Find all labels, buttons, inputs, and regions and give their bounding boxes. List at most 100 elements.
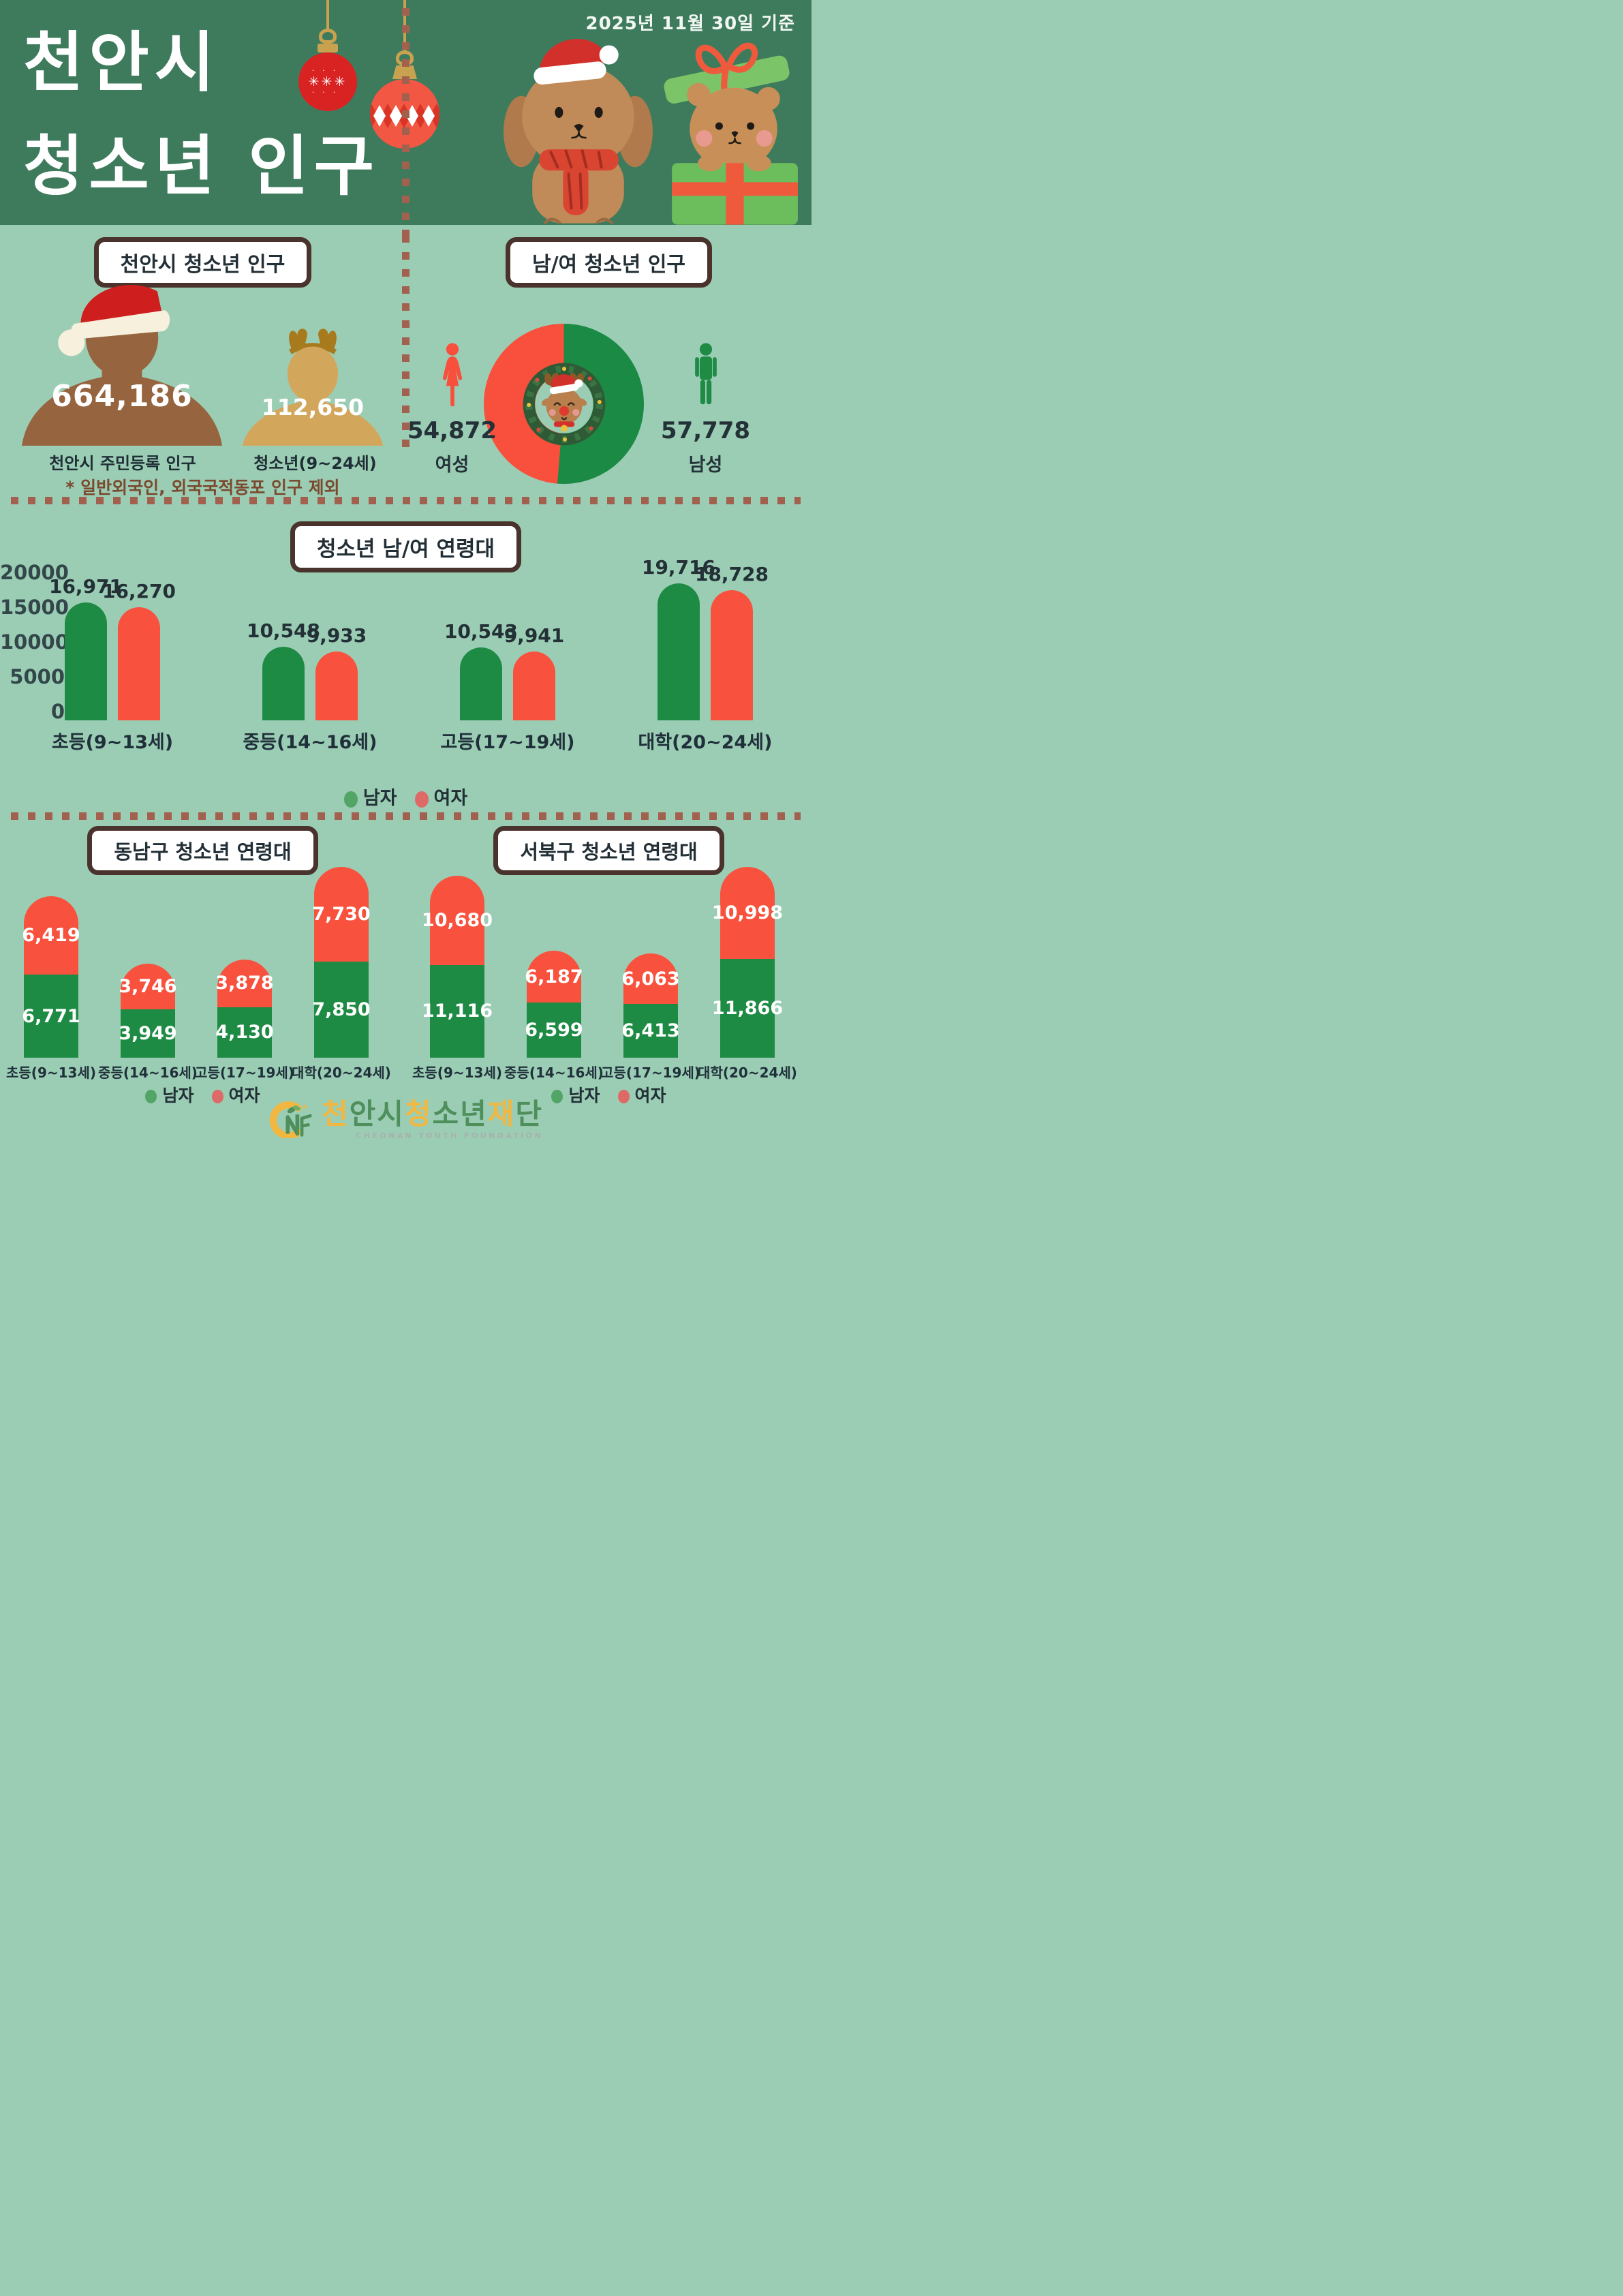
segment-female-3: 7,730 (312, 867, 371, 962)
bar-여자-1 (315, 651, 358, 720)
gender-pie-chart (484, 324, 644, 484)
segment-female-0: 6,419 (22, 896, 80, 975)
page-title-line2: 청소년 인구 (23, 128, 380, 204)
female-count: 54,872 (407, 417, 497, 444)
legend-item-male: 남자 (145, 1082, 194, 1107)
foundation-name: 천안시청소년재단 (322, 1099, 543, 1130)
female-legend-label: 여자 (634, 1086, 666, 1105)
bar-value-여자-0: 16,270 (102, 580, 176, 602)
male-legend-label: 남자 (162, 1086, 194, 1105)
segment-female-3: 10,998 (712, 867, 783, 959)
ornament-dots: ··· (311, 88, 344, 97)
segment-male-3: 11,866 (712, 958, 783, 1058)
gender-population-panel: 남/여 청소년 인구 (406, 225, 812, 501)
female-label: 여성 (435, 455, 469, 476)
stacked-bar-3: 7,730 7,850 (312, 867, 371, 1058)
legend-item-male: 남자 (343, 783, 397, 810)
total-population-label: 천안시 주민등록 인구 (49, 454, 196, 473)
segment-male-0: 6,771 (22, 975, 80, 1058)
person-silhouette-santa-icon (22, 285, 222, 446)
stacked-category-1: 중등(14~16세) (98, 1065, 198, 1081)
logo-segment-1: 안시 (349, 1097, 405, 1131)
stacked-bar-1: 3,746 3,949 (119, 963, 177, 1058)
male-legend-label: 남자 (568, 1086, 600, 1105)
bar-value-여자-3: 18,728 (694, 563, 769, 585)
vertical-divider (402, 8, 409, 245)
logo-segment-0: 천 (321, 1097, 350, 1131)
dongnam-panel: 동남구 청소년 연령대 남자 여자 6,419 6,771 초등(9~13세) 3,7… (0, 818, 405, 1105)
reference-date: 2025년 11월 30일 기준 (585, 14, 795, 34)
legend-item-female: 여자 (414, 783, 467, 810)
horizontal-divider (11, 812, 801, 820)
bar-여자-0 (118, 607, 160, 720)
male-legend-dot (145, 1090, 157, 1103)
stacked-bar-1: 6,187 6,599 (525, 951, 583, 1058)
stacked-bar-2: 6,063 6,413 (621, 953, 680, 1058)
person-silhouette-antlers-icon (242, 328, 384, 446)
population-footnote: * 일반외국인, 외국국적동포 인구 제외 (65, 478, 340, 498)
segment-female-2: 6,063 (621, 953, 680, 1005)
horizontal-divider (11, 497, 801, 504)
stacked-category-3: 대학(20~24세) (698, 1065, 797, 1081)
ornament-cap (318, 44, 338, 52)
bar-남자-1 (262, 647, 305, 720)
segment-female-1: 3,746 (119, 963, 177, 1009)
y-tick-15000: 15000 (0, 596, 69, 619)
segment-female-2: 3,878 (215, 960, 274, 1007)
total-population-panel: 천안시 청소년 인구 664,186 112,650 천안시 주민등록 인구 청… (0, 225, 405, 501)
ornament-ball: ··· ✳✳✳ ··· (298, 52, 357, 111)
male-icon (694, 343, 717, 405)
stacked-bar-3: 10,998 11,866 (712, 867, 783, 1058)
total-population-figure: 664,186 (12, 284, 232, 446)
bar-남자-3 (658, 583, 700, 720)
stacked-category-2: 고등(17~19세) (195, 1065, 294, 1081)
wreath-reindeer-icon (523, 363, 605, 445)
segment-female-0: 10,680 (422, 876, 493, 965)
female-legend-dot (414, 791, 429, 808)
logo-segment-3: 소년 (432, 1097, 488, 1131)
legend-item-male: 남자 (551, 1082, 600, 1107)
puppy-santa-icon (504, 39, 653, 224)
svg-text:ㅊ: ㅊ (302, 1103, 309, 1112)
ornament-ball-icon: ··· ✳✳✳ ··· (298, 0, 357, 111)
y-tick-20000: 20000 (0, 561, 69, 584)
age-chart-section: 청소년 남/여 연령대 20000 15000 10000 5000 0 남자 … (0, 501, 812, 812)
youth-population-label: 청소년(9~24세) (253, 454, 377, 473)
female-legend-dot (617, 1090, 630, 1103)
section-title-seobuk: 서북구 청소년 연령대 (493, 826, 724, 875)
male-stat: 57,778 남성 (660, 342, 752, 476)
youth-population-figure: 112,650 (235, 328, 390, 446)
cyf-logo-icon: ㅊ (269, 1101, 312, 1138)
logo-segment-5: 단 (515, 1097, 544, 1131)
segment-female-1: 6,187 (525, 951, 583, 1003)
segment-male-1: 6,599 (525, 1002, 583, 1058)
bar-value-남자-3: 19,716 (641, 555, 716, 579)
segment-male-2: 4,130 (215, 1007, 274, 1058)
logo-text-block: 천안시청소년재단 CHEONAN YOUTH FOUNDATION (322, 1099, 543, 1141)
bar-category-1: 중등(14~16세) (243, 732, 377, 753)
female-icon (442, 343, 462, 407)
male-legend-dot (343, 791, 358, 808)
vertical-divider (402, 235, 409, 455)
segment-male-3: 7,850 (312, 961, 371, 1058)
population-section: 천안시 청소년 인구 664,186 112,650 천안시 주민등록 인구 청… (0, 225, 812, 501)
section-title-gender: 남/여 청소년 인구 (505, 237, 713, 288)
total-population-value: 664,186 (51, 379, 193, 414)
segment-male-1: 3,949 (119, 1009, 177, 1058)
stacked-category-1: 중등(14~16세) (504, 1065, 604, 1081)
bar-category-0: 초등(9~13세) (51, 732, 174, 753)
logo-segment-2: 청 (404, 1097, 433, 1131)
footer-logo: ㅊ 천안시청소년재단 CHEONAN YOUTH FOUNDATION (0, 1099, 812, 1140)
section-title-dongnam: 동남구 청소년 연령대 (87, 826, 318, 875)
dongnam-legend: 남자 여자 (0, 1082, 405, 1107)
bar-category-3: 대학(20~24세) (638, 732, 773, 753)
logo-segment-4: 재 (487, 1097, 516, 1131)
bar-category-2: 고등(17~19세) (440, 732, 575, 753)
bar-남자-2 (460, 647, 502, 720)
y-tick-0: 0 (50, 700, 65, 723)
seobuk-panel: 서북구 청소년 연령대 남자 여자 10,680 11,116 초등(9~13세) 6… (406, 818, 812, 1105)
bar-여자-3 (711, 590, 753, 720)
ornament-dots: ··· (311, 66, 344, 75)
bar-value-여자-2: 9,941 (504, 624, 565, 647)
y-tick-5000: 5000 (10, 665, 65, 688)
